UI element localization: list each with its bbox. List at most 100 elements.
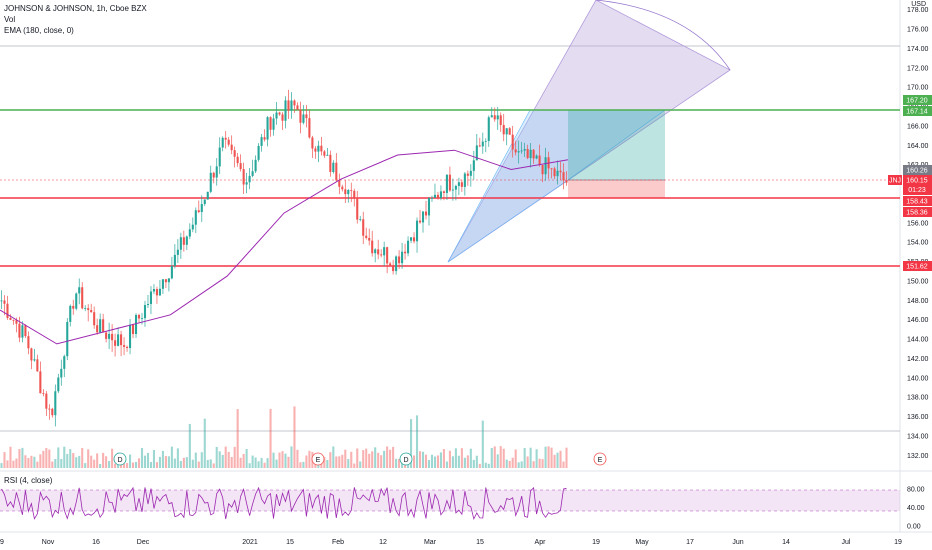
candle[interactable] <box>233 150 236 157</box>
candle[interactable] <box>532 149 535 159</box>
candle[interactable] <box>374 249 377 254</box>
candle[interactable] <box>152 289 156 292</box>
candle[interactable] <box>57 377 60 392</box>
candle[interactable] <box>173 254 176 266</box>
candle[interactable] <box>143 305 147 319</box>
candle[interactable] <box>290 100 293 111</box>
candle[interactable] <box>269 117 272 130</box>
candle[interactable] <box>386 247 389 264</box>
candle[interactable] <box>197 210 200 213</box>
event-markers[interactable]: D E D E <box>113 452 607 466</box>
candle[interactable] <box>212 172 215 178</box>
candle[interactable] <box>281 114 284 121</box>
candle[interactable] <box>541 165 544 175</box>
dividend-marker[interactable] <box>399 452 413 466</box>
candle[interactable] <box>251 171 254 176</box>
candle[interactable] <box>472 160 475 171</box>
candle[interactable] <box>517 151 520 153</box>
candle[interactable] <box>469 170 472 176</box>
candle[interactable] <box>350 190 353 191</box>
candle[interactable] <box>284 100 287 121</box>
candle[interactable] <box>553 168 556 177</box>
candle[interactable] <box>550 168 553 170</box>
candle[interactable] <box>326 154 329 156</box>
candle[interactable] <box>54 391 57 416</box>
candle[interactable] <box>383 247 386 256</box>
candle[interactable] <box>78 287 81 294</box>
candle[interactable] <box>493 115 496 120</box>
candle[interactable] <box>308 118 311 138</box>
candle[interactable] <box>200 204 203 213</box>
candle[interactable] <box>556 170 559 177</box>
candle[interactable] <box>323 151 326 156</box>
candle[interactable] <box>302 114 305 123</box>
candle[interactable] <box>224 137 227 140</box>
candle[interactable] <box>188 229 191 237</box>
candle[interactable] <box>102 319 105 333</box>
candle[interactable] <box>36 359 39 372</box>
candle[interactable] <box>257 145 260 160</box>
candle[interactable] <box>131 324 135 335</box>
candle[interactable] <box>368 237 371 241</box>
symbol-title[interactable]: JOHNSON & JOHNSON, 1h, Cboe BZX <box>4 4 147 13</box>
candle[interactable] <box>529 149 532 159</box>
candle[interactable] <box>12 319 15 321</box>
candle[interactable] <box>359 219 362 221</box>
candle[interactable] <box>344 189 347 195</box>
candle[interactable] <box>505 128 508 135</box>
candle[interactable] <box>371 240 374 254</box>
candle[interactable] <box>69 305 72 322</box>
volume-legend[interactable]: Vol <box>4 15 16 24</box>
candle[interactable] <box>296 105 299 110</box>
candle[interactable] <box>457 182 460 186</box>
ema-legend[interactable]: EMA (180, close, 0) <box>4 26 74 35</box>
candle[interactable] <box>90 310 93 313</box>
candle[interactable] <box>260 137 263 146</box>
earnings-marker[interactable] <box>593 452 607 466</box>
candle[interactable] <box>48 408 51 410</box>
candle[interactable] <box>562 172 565 181</box>
candle[interactable] <box>170 265 173 279</box>
candle[interactable] <box>191 224 194 230</box>
candle[interactable] <box>421 211 425 223</box>
candle[interactable] <box>266 117 269 140</box>
candle[interactable] <box>433 194 437 198</box>
earnings-marker[interactable] <box>311 452 325 466</box>
candle[interactable] <box>535 155 538 159</box>
candle[interactable] <box>242 169 245 185</box>
candle[interactable] <box>137 314 141 319</box>
candle[interactable] <box>463 173 466 187</box>
candle[interactable] <box>75 293 78 309</box>
candle[interactable] <box>523 149 526 151</box>
candle[interactable] <box>451 189 454 191</box>
candle[interactable] <box>538 155 541 166</box>
candle[interactable] <box>466 173 469 176</box>
candle[interactable] <box>176 249 179 255</box>
candle[interactable] <box>93 312 96 326</box>
candle[interactable] <box>478 145 481 147</box>
long-position-loss-zone[interactable] <box>568 180 665 198</box>
candle[interactable] <box>245 182 248 185</box>
candle[interactable] <box>356 197 359 220</box>
candle[interactable] <box>161 279 164 289</box>
candle[interactable] <box>305 114 308 119</box>
candle[interactable] <box>158 288 161 296</box>
candle[interactable] <box>424 211 428 216</box>
candle[interactable] <box>140 318 144 319</box>
candle[interactable] <box>487 117 490 141</box>
rsi-line[interactable] <box>1 486 567 521</box>
candle[interactable] <box>96 325 99 333</box>
candle[interactable] <box>84 308 87 309</box>
rsi-legend[interactable]: RSI (4, close) <box>4 476 53 485</box>
candle[interactable] <box>155 289 158 296</box>
candle[interactable] <box>475 145 478 161</box>
candle[interactable] <box>272 118 275 130</box>
candle[interactable] <box>365 235 368 238</box>
candle[interactable] <box>278 112 281 115</box>
candle[interactable] <box>99 319 102 333</box>
candle[interactable] <box>392 265 395 272</box>
candle[interactable] <box>353 190 356 198</box>
candle[interactable] <box>185 236 188 245</box>
candle[interactable] <box>0 300 3 302</box>
